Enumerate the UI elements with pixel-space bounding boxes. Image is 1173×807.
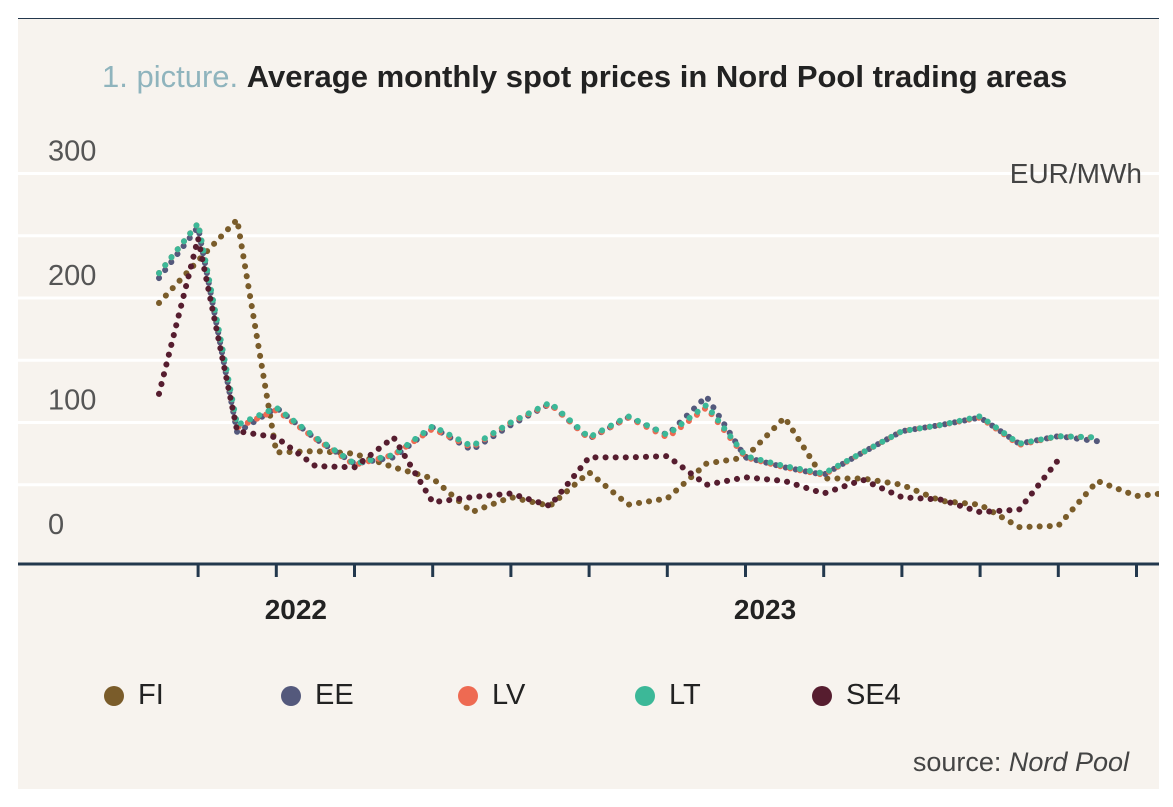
legend-item-lt: LT <box>635 679 701 712</box>
legend-item-fi: FI <box>104 679 164 712</box>
x-year-label: 2022 <box>265 594 327 625</box>
legend-swatch <box>281 685 301 706</box>
chart-card: 1. picture. Average monthly spot prices … <box>18 18 1159 789</box>
y-tick-label: 100 <box>48 385 96 417</box>
legend-item-se4: SE4 <box>812 679 901 712</box>
y-tick-label: 0 <box>48 509 64 541</box>
legend-swatch <box>812 685 832 706</box>
source-label: source: <box>912 747 1002 777</box>
x-axis-ticks <box>196 564 1138 577</box>
y-tick-label: 200 <box>48 260 96 292</box>
legend-swatch <box>104 685 124 706</box>
y-axis-tick-labels: 0 100 200 300 <box>48 136 96 542</box>
series-line-lt <box>156 220 1101 477</box>
legend-label: FI <box>138 679 164 711</box>
series-line-lv <box>156 220 1101 478</box>
legend-label: LT <box>669 679 701 711</box>
gridlines <box>18 172 1159 487</box>
series-line-fi <box>156 216 1159 531</box>
legend-item-ee: EE <box>281 679 354 712</box>
legend-label: SE4 <box>846 679 901 711</box>
title-prefix: 1. picture. <box>102 59 239 94</box>
series-lines <box>156 216 1159 531</box>
legend-item-lv: LV <box>458 679 525 712</box>
source-name: Nord Pool <box>1008 747 1129 777</box>
x-axis-year-labels: 202220232024 <box>265 594 796 625</box>
series-line-se4 <box>156 235 1062 516</box>
x-year-label: 2023 <box>734 594 796 625</box>
legend-swatch <box>635 685 655 706</box>
legend-label: EE <box>315 679 354 711</box>
legend-label: LV <box>492 679 526 711</box>
source-note: source: Nord Pool <box>913 747 1129 778</box>
legend-swatch <box>458 685 478 706</box>
series-line-ee <box>156 224 1101 478</box>
title-main: Average monthly spot prices in Nord Pool… <box>246 59 1068 94</box>
unit-label: EUR/MWh <box>1010 158 1142 189</box>
chart-title: 1. picture. Average monthly spot prices … <box>102 59 1067 95</box>
y-tick-label: 300 <box>48 136 96 168</box>
